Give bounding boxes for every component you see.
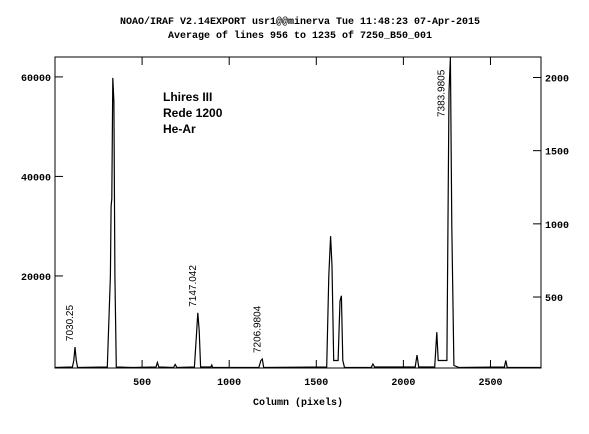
x-tick-label: 1000 bbox=[217, 378, 241, 389]
peak-label: 7030.25 bbox=[65, 305, 76, 342]
peak-label: 7147.042 bbox=[188, 265, 199, 307]
spectrum-line bbox=[55, 57, 541, 368]
y2-tick-label: 2000 bbox=[545, 74, 569, 85]
peak-label: 7383.9805 bbox=[436, 69, 447, 117]
y-tick-label: 40000 bbox=[21, 173, 51, 184]
y-tick-label: 20000 bbox=[21, 273, 51, 284]
note-text: Rede 1200 bbox=[163, 106, 223, 120]
x-tick-label: 1500 bbox=[304, 378, 328, 389]
y2-tick-label: 500 bbox=[545, 294, 563, 305]
x-tick-label: 2500 bbox=[478, 378, 502, 389]
note-text: Lhires III bbox=[163, 90, 212, 104]
peak-label: 7206.9804 bbox=[252, 305, 263, 353]
x-tick-label: 2000 bbox=[391, 378, 415, 389]
note-text: He-Ar bbox=[163, 122, 196, 136]
y2-tick-label: 1000 bbox=[545, 221, 569, 232]
chart-title: NOAO/IRAF V2.14EXPORT usr1@@minerva Tue … bbox=[120, 16, 480, 28]
y-tick-label: 60000 bbox=[21, 74, 51, 85]
plot-frame bbox=[54, 56, 542, 369]
x-tick-label: 500 bbox=[133, 378, 151, 389]
chart-subtitle: Average of lines 956 to 1235 of 7250_B50… bbox=[168, 30, 432, 42]
x-axis-label: Column (pixels) bbox=[253, 397, 343, 409]
y2-tick-label: 1500 bbox=[545, 148, 569, 159]
